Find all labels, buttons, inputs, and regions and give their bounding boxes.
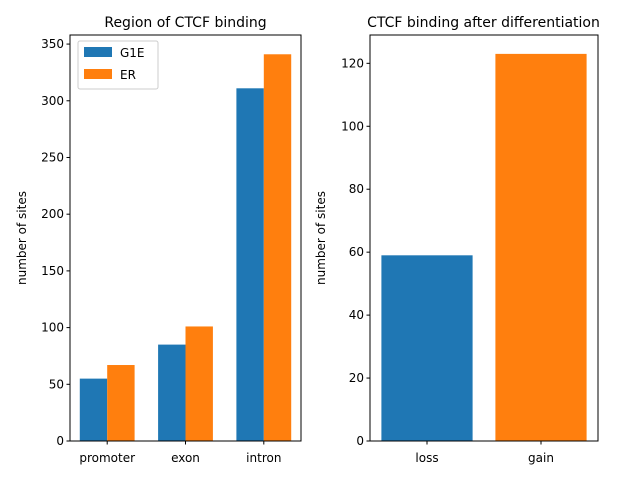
bar-g1e-promoter xyxy=(79,378,108,441)
chart1-ytick-label: 0 xyxy=(356,434,364,448)
chart0-xtick-label-promoter: promoter xyxy=(79,451,135,465)
y-axis-label-right: number of sites xyxy=(314,191,328,285)
ticks-left: 0 50 100 150 200 250 300 350 promoter exon intron xyxy=(41,37,281,465)
ticks-right: 0 20 40 60 80 100 120 loss gain xyxy=(341,56,554,465)
chart1-ytick-label: 120 xyxy=(341,56,364,70)
bars-left xyxy=(79,54,292,442)
legend: G1E ER xyxy=(77,40,159,90)
chart-title-left: Region of CTCF binding xyxy=(104,15,266,31)
bar-er-promoter xyxy=(107,365,135,441)
chart1-xtick-label-gain: gain xyxy=(528,451,554,465)
bar-g1e-intron xyxy=(236,88,264,442)
bar-g1e-exon xyxy=(158,344,186,441)
bar-gain xyxy=(495,53,587,441)
chart-ctcf-binding-after-differentiation: CTCF binding after differentiation numbe… xyxy=(314,15,600,465)
legend-swatch-g1e xyxy=(84,47,112,57)
chart1-ytick-label: 40 xyxy=(349,308,364,322)
bar-er-intron xyxy=(263,54,292,442)
legend-label-er: ER xyxy=(120,68,136,82)
legend-swatch-er xyxy=(84,69,112,79)
chart0-ytick-label: 350 xyxy=(41,37,64,51)
axes-frame-left xyxy=(69,34,302,442)
chart0-ytick-label: 300 xyxy=(41,94,64,108)
chart0-xtick-label-intron: intron xyxy=(246,451,281,465)
bars-right xyxy=(381,53,587,441)
chart0-ytick-label: 50 xyxy=(49,377,64,391)
y-axis-label-left: number of sites xyxy=(15,191,29,285)
legend-label-g1e: G1E xyxy=(120,46,145,60)
chart1-ytick-label: 60 xyxy=(349,245,364,259)
chart0-ytick-label: 200 xyxy=(41,207,64,221)
chart0-ytick-label: 250 xyxy=(41,150,64,164)
chart1-ytick-label: 20 xyxy=(349,371,364,385)
chart-region-of-ctcf-binding: Region of CTCF binding number of sites 0… xyxy=(15,15,302,465)
chart0-ytick-label: 100 xyxy=(41,321,64,335)
chart1-xtick-label-loss: loss xyxy=(415,451,438,465)
bar-loss xyxy=(381,255,473,441)
chart0-xtick-label-exon: exon xyxy=(171,451,200,465)
chart-title-right: CTCF binding after differentiation xyxy=(367,15,600,31)
bar-er-exon xyxy=(185,326,213,441)
chart0-ytick-label: 0 xyxy=(56,434,64,448)
axes-frame-right xyxy=(369,34,599,442)
chart1-ytick-label: 100 xyxy=(341,119,364,133)
chart1-ytick-label: 80 xyxy=(349,182,364,196)
chart0-ytick-label: 150 xyxy=(41,264,64,278)
